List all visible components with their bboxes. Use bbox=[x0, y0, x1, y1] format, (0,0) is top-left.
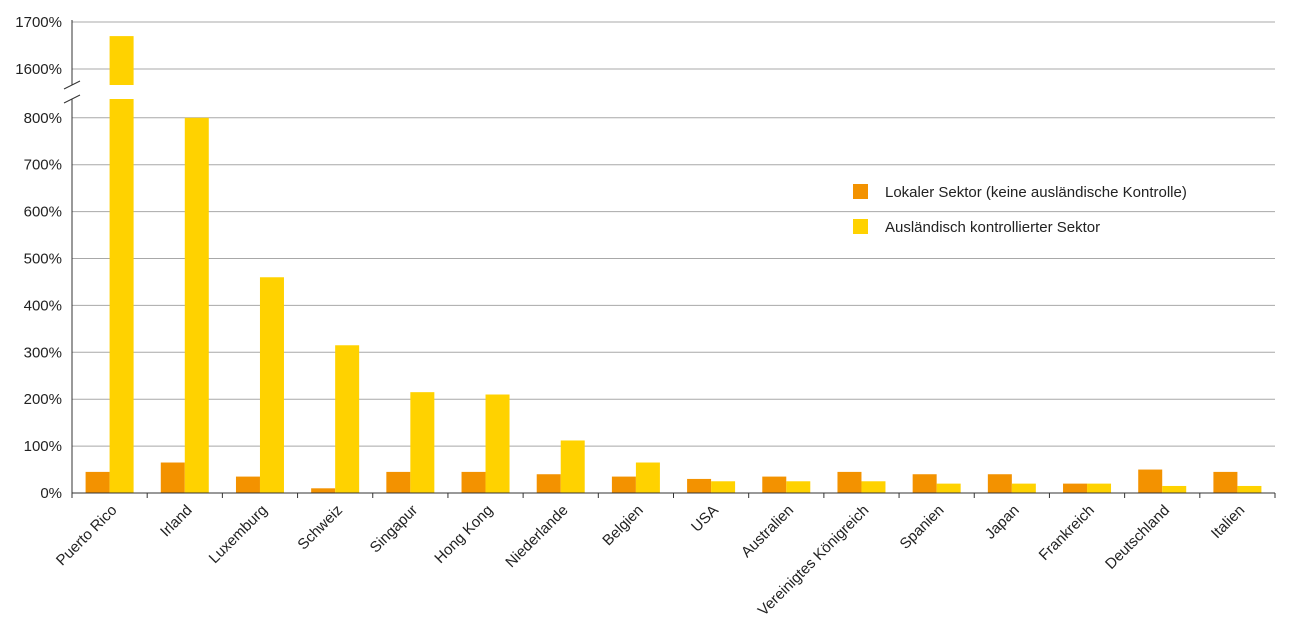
legend: Lokaler Sektor (keine ausländische Kontr… bbox=[853, 184, 1187, 236]
axis-break-mark bbox=[63, 80, 81, 90]
bar-foreign bbox=[184, 117, 209, 494]
bar-local bbox=[837, 471, 862, 493]
bar-foreign bbox=[711, 481, 736, 493]
y-tick-label: 0% bbox=[40, 485, 62, 502]
bar-local bbox=[987, 474, 1012, 493]
y-tick-label: 1700% bbox=[15, 14, 62, 31]
x-tick-label: Japan bbox=[982, 502, 1023, 543]
axis-break-mark bbox=[63, 94, 81, 104]
x-tick-label: Singapur bbox=[367, 502, 421, 556]
x-tick-label: USA bbox=[688, 502, 722, 536]
bar-local bbox=[611, 476, 636, 493]
y-tick-label: 500% bbox=[24, 251, 62, 268]
bar-foreign bbox=[259, 277, 284, 493]
bar-local bbox=[85, 471, 110, 493]
x-tick-label: Australien bbox=[738, 502, 797, 561]
x-tick-label: Belgien bbox=[599, 502, 646, 549]
x-axis-category-labels: Puerto Rico Irland Luxemburg Schweiz Singapu… bbox=[53, 502, 1248, 620]
y-tick-label: 100% bbox=[24, 438, 62, 455]
bar-foreign bbox=[560, 440, 585, 493]
y-tick-label: 700% bbox=[24, 157, 62, 174]
bar-foreign-upper bbox=[109, 36, 134, 85]
x-tick-label: Niederlande bbox=[502, 502, 571, 571]
x-tick-label: Irland bbox=[157, 502, 196, 541]
y-axis-tick-labels: 0% 100% 200% 300% 400% 500% 600% 700% 800% 1600% 1… bbox=[15, 14, 62, 502]
bar-local bbox=[160, 462, 185, 493]
bar-foreign bbox=[861, 481, 886, 493]
y-tick-label: 1600% bbox=[15, 61, 62, 78]
y-tick-label: 200% bbox=[24, 391, 62, 408]
bar-local bbox=[311, 488, 336, 493]
bar-foreign bbox=[1011, 483, 1036, 493]
bar-foreign bbox=[1162, 485, 1187, 493]
legend-label-local: Lokaler Sektor (keine ausländische Kontr… bbox=[885, 184, 1187, 201]
bar-foreign bbox=[109, 99, 134, 493]
bar-foreign bbox=[410, 392, 435, 493]
bar-local bbox=[461, 471, 486, 493]
bar-foreign bbox=[485, 394, 510, 493]
bar-local bbox=[687, 478, 712, 493]
bar-foreign bbox=[786, 481, 811, 493]
y-tick-label: 600% bbox=[24, 204, 62, 221]
x-tick-label: Puerto Rico bbox=[53, 502, 120, 569]
bars bbox=[85, 36, 1262, 494]
x-tick-label: Hong Kong bbox=[431, 502, 496, 567]
bar-foreign bbox=[1237, 485, 1262, 493]
x-tick-label: Spanien bbox=[897, 502, 948, 553]
bar-local bbox=[912, 474, 937, 493]
bar-foreign bbox=[1087, 483, 1112, 493]
x-tick-label: Luxemburg bbox=[206, 502, 271, 567]
y-tick-label: 800% bbox=[24, 110, 62, 127]
bar-foreign bbox=[635, 462, 660, 493]
x-tick-label: Deutschland bbox=[1102, 502, 1173, 573]
legend-label-foreign: Ausländisch kontrollierter Sektor bbox=[885, 219, 1100, 236]
bar-local bbox=[235, 476, 260, 493]
bar-local bbox=[536, 474, 561, 493]
y-tick-label: 400% bbox=[24, 297, 62, 314]
axes bbox=[63, 20, 1276, 498]
legend-swatch-local bbox=[853, 184, 868, 199]
bar-local bbox=[1213, 471, 1238, 493]
legend-swatch-foreign bbox=[853, 219, 868, 234]
y-tick-label: 300% bbox=[24, 344, 62, 361]
bar-local bbox=[762, 476, 787, 493]
bar-local bbox=[386, 471, 411, 493]
x-tick-label: Schweiz bbox=[294, 502, 346, 554]
bar-foreign bbox=[335, 345, 360, 493]
bar-local bbox=[1138, 469, 1163, 493]
bar-local bbox=[1063, 483, 1088, 493]
x-tick-label: Frankreich bbox=[1036, 502, 1098, 564]
x-tick-label: Italien bbox=[1208, 502, 1248, 542]
bar-foreign bbox=[936, 483, 961, 493]
